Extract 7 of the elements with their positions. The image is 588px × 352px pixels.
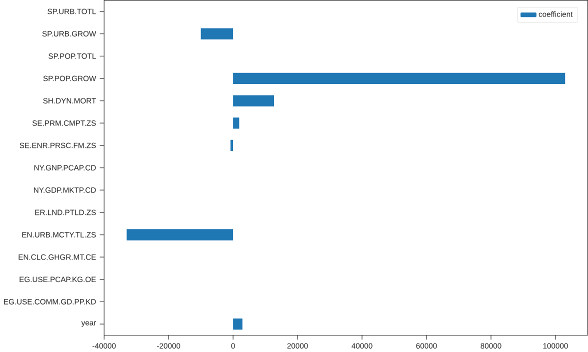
bar <box>233 72 566 84</box>
bar <box>233 318 242 330</box>
bar <box>233 95 274 106</box>
bar <box>233 118 240 129</box>
bar <box>126 229 234 240</box>
bar <box>230 140 234 152</box>
bar <box>200 28 234 40</box>
